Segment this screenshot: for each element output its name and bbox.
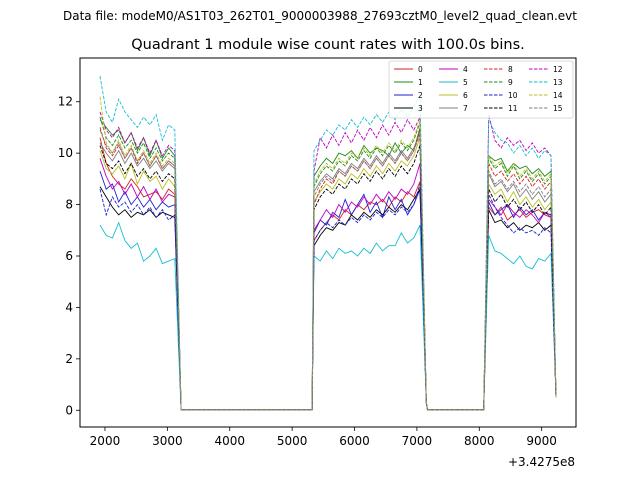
suptitle: Data file: modeM0/AS1T03_262T01_90000039… [63, 9, 577, 23]
y-tick-label: 8 [65, 198, 73, 212]
x-tick-label: 6000 [339, 434, 370, 448]
series-line-15 [99, 129, 557, 411]
legend-label-7: 7 [463, 104, 468, 113]
legend-label-3: 3 [418, 104, 423, 113]
legend-label-5: 5 [463, 78, 468, 87]
axis-ticks: 2000 3000 4000 5000 6000 7000 8000 9000 0 2 4 6 8 10 1… [58, 95, 557, 448]
y-tick-label: 6 [65, 249, 73, 263]
x-offset-label: +3.4275e8 [508, 455, 575, 469]
axes-frame [79, 57, 577, 428]
series-lines [99, 75, 557, 411]
y-tick-label: 0 [65, 403, 73, 417]
legend-label-0: 0 [418, 65, 423, 74]
legend-label-2: 2 [418, 91, 423, 100]
legend-label-14: 14 [553, 91, 563, 100]
legend-label-6: 6 [463, 91, 468, 100]
x-tick-label: 8000 [464, 434, 495, 448]
legend-label-8: 8 [508, 65, 513, 74]
legend-label-11: 11 [508, 104, 518, 113]
legend-label-1: 1 [418, 78, 423, 87]
legend-label-13: 13 [553, 78, 563, 87]
x-tick-label: 3000 [152, 434, 183, 448]
x-tick-label: 9000 [526, 434, 557, 448]
legend-label-10: 10 [508, 91, 518, 100]
legend-label-15: 15 [553, 104, 563, 113]
y-tick-label: 10 [58, 146, 73, 160]
y-tick-label: 2 [65, 352, 73, 366]
legend-label-12: 12 [553, 65, 563, 74]
x-tick-label: 2000 [90, 434, 121, 448]
legend-label-9: 9 [508, 78, 513, 87]
x-tick-label: 7000 [402, 434, 433, 448]
x-tick-label: 4000 [214, 434, 245, 448]
chart-title: Quadrant 1 module wise count rates with … [131, 37, 525, 53]
y-tick-label: 12 [58, 95, 73, 109]
y-tick-label: 4 [65, 300, 73, 314]
legend-label-4: 4 [463, 65, 468, 74]
x-tick-label: 5000 [277, 434, 308, 448]
legend-box [388, 60, 574, 119]
